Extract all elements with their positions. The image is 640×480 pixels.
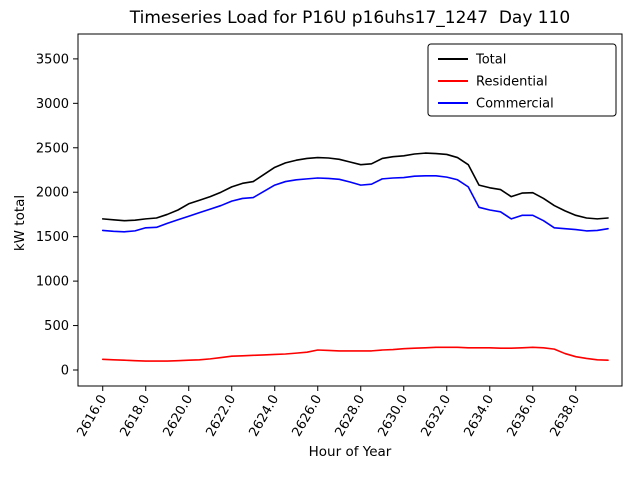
x-tick-label: 2616.0	[74, 393, 110, 440]
legend-box	[427, 43, 617, 117]
y-tick-label: 2000	[36, 186, 69, 201]
y-tick-label: 1500	[36, 230, 69, 245]
series-total-line	[101, 152, 609, 222]
legend-label-total: Total	[475, 53, 506, 68]
x-tick-label: 2634.0	[461, 392, 497, 439]
x-tick-label: 2620.0	[160, 393, 196, 440]
y-tick-label: 3000	[36, 97, 69, 112]
x-tick-label: 2628.0	[332, 393, 368, 440]
x-tick-label: 2636.0	[504, 393, 540, 440]
x-tick-label: 2626.0	[289, 393, 325, 440]
legend-label-residential: Residential	[476, 75, 548, 90]
y-tick-label: 2500	[36, 141, 69, 156]
axes-frame	[77, 33, 623, 387]
y-tick-label: 0	[61, 364, 69, 379]
x-tick-label: 2624.0	[246, 393, 282, 440]
y-axis-label: kW total	[12, 194, 28, 252]
x-tick-label: 2630.0	[375, 393, 411, 440]
x-tick-label: 2638.0	[547, 393, 583, 440]
y-tick-label: 500	[44, 319, 69, 334]
legend-label-commercial: Commercial	[476, 97, 554, 112]
x-tick-label: 2618.0	[117, 393, 153, 440]
x-tick-label: 2622.0	[203, 393, 239, 440]
y-tick-label: 1000	[36, 275, 69, 290]
x-tick-label: 2632.0	[418, 393, 454, 440]
chart-title: Timeseries Load for P16U p16uhs17_1247 D…	[129, 8, 571, 28]
series-residential-line	[101, 346, 609, 362]
y-tick-label: 3500	[36, 52, 69, 67]
series-commercial-line	[101, 174, 609, 233]
x-axis-label: Hour of Year	[308, 444, 392, 460]
